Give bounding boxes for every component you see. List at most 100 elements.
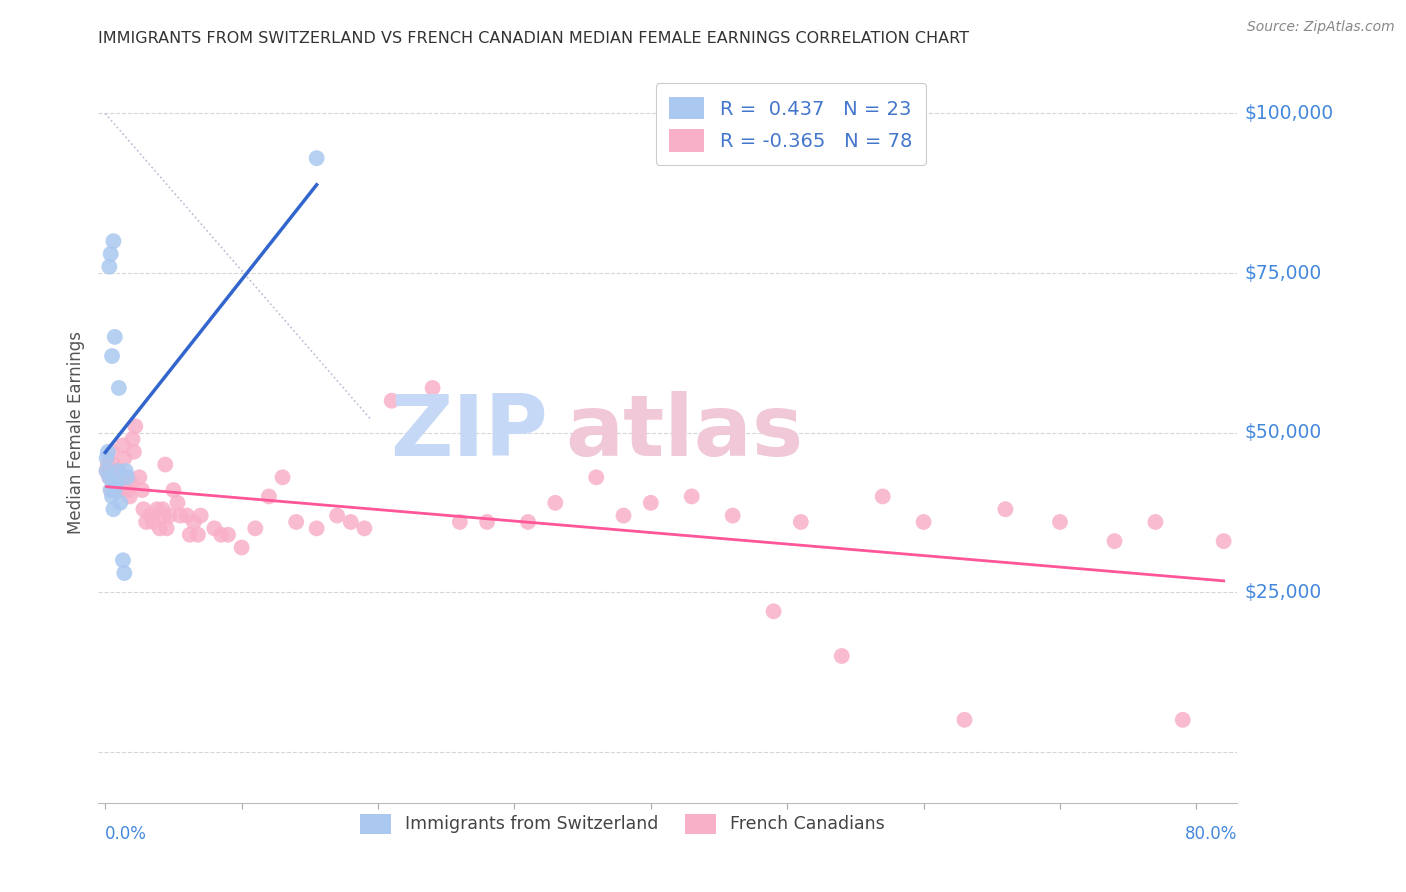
Point [97,458,120,472]
Text: $100,000: $100,000 [1244,104,1333,123]
Point [108,381,131,395]
Point [110,470,132,484]
Point [149,521,172,535]
Point [103,502,125,516]
Point [101,490,124,504]
Point [157,508,180,523]
Point [190,508,212,523]
Point [104,330,127,344]
Point [124,419,146,434]
Point [107,464,129,478]
Point [217,527,239,541]
Point [111,438,134,452]
Point [285,515,308,529]
Point [100,483,122,497]
Point [110,496,132,510]
Point [353,521,375,535]
Text: $75,000: $75,000 [1244,263,1322,283]
Point [135,515,157,529]
Point [104,476,127,491]
Point [105,476,128,491]
Point [1212,534,1234,549]
Point [257,490,280,504]
Point [721,508,744,523]
Point [121,432,143,446]
Point [187,527,209,541]
Point [101,349,124,363]
Point [585,470,607,484]
Point [762,604,785,618]
Point [517,515,540,529]
Point [112,451,135,466]
Point [169,508,191,523]
Point [176,508,198,523]
Point [96,464,118,478]
Point [422,381,444,395]
Point [96,464,118,478]
Point [98,260,121,274]
Point [153,508,176,523]
Point [155,458,177,472]
Point [872,490,894,504]
Point [103,458,125,472]
Point [97,444,120,458]
Point [156,521,179,535]
Point [166,496,188,510]
Point [120,476,142,491]
Point [96,451,118,466]
Point [108,464,131,478]
Point [1104,534,1126,549]
Point [544,496,567,510]
Point [101,444,124,458]
Point [271,470,294,484]
Point [475,515,498,529]
Point [98,470,121,484]
Point [681,490,703,504]
Point [209,527,232,541]
Point [339,515,361,529]
Point [103,234,125,248]
Point [202,521,225,535]
Point [115,470,138,484]
Y-axis label: Median Female Earnings: Median Female Earnings [66,331,84,534]
Point [1144,515,1167,529]
Point [100,483,122,497]
Point [111,553,134,567]
Point [142,515,165,529]
Text: 0.0%: 0.0% [105,825,148,843]
Point [1049,515,1071,529]
Text: 80.0%: 80.0% [1185,825,1237,843]
Point [179,527,201,541]
Point [1171,713,1194,727]
Point [640,496,662,510]
Text: ZIP: ZIP [391,391,548,475]
Point [790,515,813,529]
Point [104,483,127,497]
Point [100,247,122,261]
Point [326,508,349,523]
Point [381,393,404,408]
Point [131,483,153,497]
Point [231,541,253,555]
Point [132,502,155,516]
Point [146,502,169,516]
Point [162,483,184,497]
Point [105,470,128,484]
Point [152,502,174,516]
Point [118,490,141,504]
Text: atlas: atlas [565,391,804,475]
Point [831,648,853,663]
Text: $50,000: $50,000 [1244,423,1322,442]
Point [994,502,1017,516]
Point [953,713,976,727]
Point [114,470,136,484]
Point [117,483,139,497]
Point [139,508,162,523]
Point [305,521,328,535]
Point [98,470,121,484]
Point [128,470,150,484]
Text: Source: ZipAtlas.com: Source: ZipAtlas.com [1247,20,1395,34]
Legend: Immigrants from Switzerland, French Canadians: Immigrants from Switzerland, French Cana… [352,805,893,842]
Point [107,483,129,497]
Point [112,566,135,580]
